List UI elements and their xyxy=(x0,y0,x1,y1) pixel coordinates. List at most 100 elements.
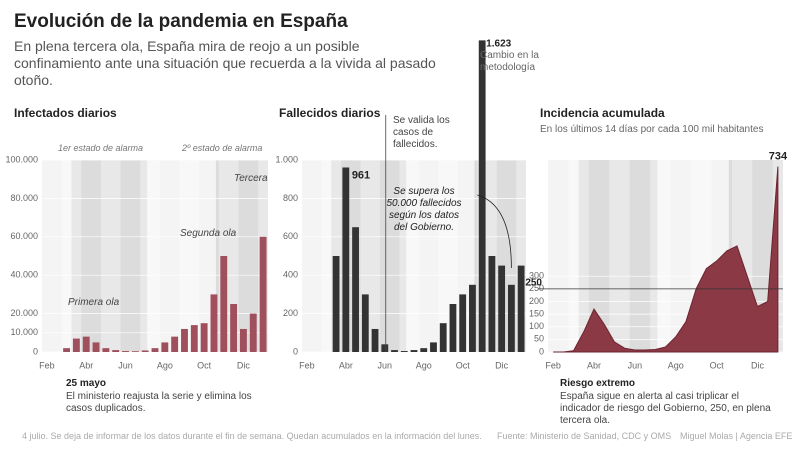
y-tick-label: 0 xyxy=(539,346,544,356)
annotation: España sigue en alerta al casi triplicar… xyxy=(560,391,771,426)
month-shade xyxy=(609,160,630,352)
x-tick-label: Jun xyxy=(378,360,393,370)
bar xyxy=(210,294,218,352)
month-shade xyxy=(100,160,121,352)
y-tick-label: 800 xyxy=(283,193,298,203)
annotation: Se supera los 50.000 fallecidos según lo… xyxy=(386,186,462,233)
annotation: 1er estado de alarma xyxy=(58,143,144,153)
annotation: 2º estado de alarma xyxy=(182,143,263,153)
bar xyxy=(478,40,486,352)
month-shade xyxy=(61,160,82,352)
x-tick-label: Oct xyxy=(710,360,725,370)
arrow xyxy=(477,194,512,269)
annotation: Riesgo extremo xyxy=(560,378,636,389)
bar xyxy=(449,304,457,352)
title: Evolución de la pandemia en España xyxy=(14,11,348,32)
bar xyxy=(63,348,71,352)
bar xyxy=(488,256,496,352)
bar xyxy=(82,336,90,352)
y-tick-label: 1.000 xyxy=(275,154,298,164)
bar xyxy=(459,294,467,352)
month-shade xyxy=(179,160,200,352)
annotation: Segunda ola xyxy=(180,228,237,239)
y-tick-label: 250 xyxy=(529,283,544,293)
y-tick-label: 400 xyxy=(283,270,298,280)
panel-title: Incidencia acumulada xyxy=(540,106,665,120)
x-tick-label: Feb xyxy=(545,360,561,370)
reference-label: 250 xyxy=(525,277,542,288)
month-shade xyxy=(140,160,160,352)
bar xyxy=(249,313,257,352)
subtitle: En plena tercera ola, España mira de reo… xyxy=(14,38,436,88)
value-label: 1.623 xyxy=(486,39,511,50)
credit: Miguel Molas | Agencia EFE xyxy=(680,431,793,441)
x-tick-label: Dic xyxy=(751,360,764,370)
bar xyxy=(430,342,437,352)
bar xyxy=(352,227,359,352)
panel-subtitle: En los últimos 14 días por cada 100 mil … xyxy=(540,124,764,135)
x-tick-label: Abr xyxy=(587,360,601,370)
bar xyxy=(371,328,379,352)
bar xyxy=(122,351,129,352)
x-tick-label: Oct xyxy=(456,360,471,370)
y-tick-label: 50 xyxy=(534,334,544,344)
y-tick-label: 200 xyxy=(529,296,544,306)
bar xyxy=(259,236,267,352)
panel-title: Fallecidos diarios xyxy=(279,106,381,120)
area xyxy=(553,166,779,353)
value-label: 961 xyxy=(352,169,370,181)
x-tick-label: Dic xyxy=(237,360,250,370)
bar xyxy=(141,350,149,352)
bar xyxy=(151,348,159,352)
annotation: Se valida los casos de fallecidos. xyxy=(393,115,450,150)
annotation: El ministerio reajusta la serie y elimin… xyxy=(66,391,252,414)
x-tick-label: Dic xyxy=(495,360,508,370)
bar xyxy=(361,294,369,352)
x-tick-label: Ago xyxy=(668,360,684,370)
x-tick-label: Jun xyxy=(628,360,643,370)
annotation: Primera ola xyxy=(68,297,120,308)
y-tick-label: 40.000 xyxy=(10,270,38,280)
panel-title: Infectados diarios xyxy=(14,106,117,120)
bar xyxy=(420,348,428,352)
bar xyxy=(190,325,198,352)
x-tick-label: Feb xyxy=(39,360,55,370)
y-tick-label: 20.000 xyxy=(10,308,38,318)
y-tick-label: 200 xyxy=(283,308,298,318)
bar xyxy=(171,336,179,352)
bar xyxy=(410,350,418,352)
month-shade xyxy=(568,160,589,352)
month-shade xyxy=(399,160,419,352)
bar xyxy=(230,304,238,352)
y-tick-label: 600 xyxy=(283,231,298,241)
y-tick-label: 80.000 xyxy=(10,193,38,203)
x-tick-label: Feb xyxy=(299,360,315,370)
bar xyxy=(220,256,228,352)
bar xyxy=(381,344,389,352)
y-tick-label: 60.000 xyxy=(10,231,38,241)
value-label: 734 xyxy=(769,150,788,162)
annotation: Cambio en la metodología xyxy=(480,50,539,73)
y-tick-label: 150 xyxy=(529,308,544,318)
bar xyxy=(200,323,208,352)
x-tick-label: Ago xyxy=(416,360,432,370)
bar xyxy=(161,342,169,352)
annotation: Tercera xyxy=(234,173,268,184)
x-tick-label: Abr xyxy=(79,360,93,370)
bar xyxy=(342,167,350,352)
bar xyxy=(131,351,139,352)
y-tick-label: 0 xyxy=(33,346,38,356)
bar xyxy=(112,350,120,352)
y-tick-label: 10.000 xyxy=(10,327,38,337)
footnote: 4 julio. Se deja de informar de los dato… xyxy=(22,431,482,441)
bar xyxy=(181,328,188,352)
annotation: 25 mayo xyxy=(66,378,107,389)
x-tick-label: Ago xyxy=(157,360,173,370)
bar xyxy=(400,351,408,352)
y-tick-label: 100 xyxy=(529,321,544,331)
bar xyxy=(72,338,80,352)
y-tick-label: 0 xyxy=(293,346,298,356)
bar xyxy=(469,284,476,352)
y-tick-label: 300 xyxy=(529,271,544,281)
